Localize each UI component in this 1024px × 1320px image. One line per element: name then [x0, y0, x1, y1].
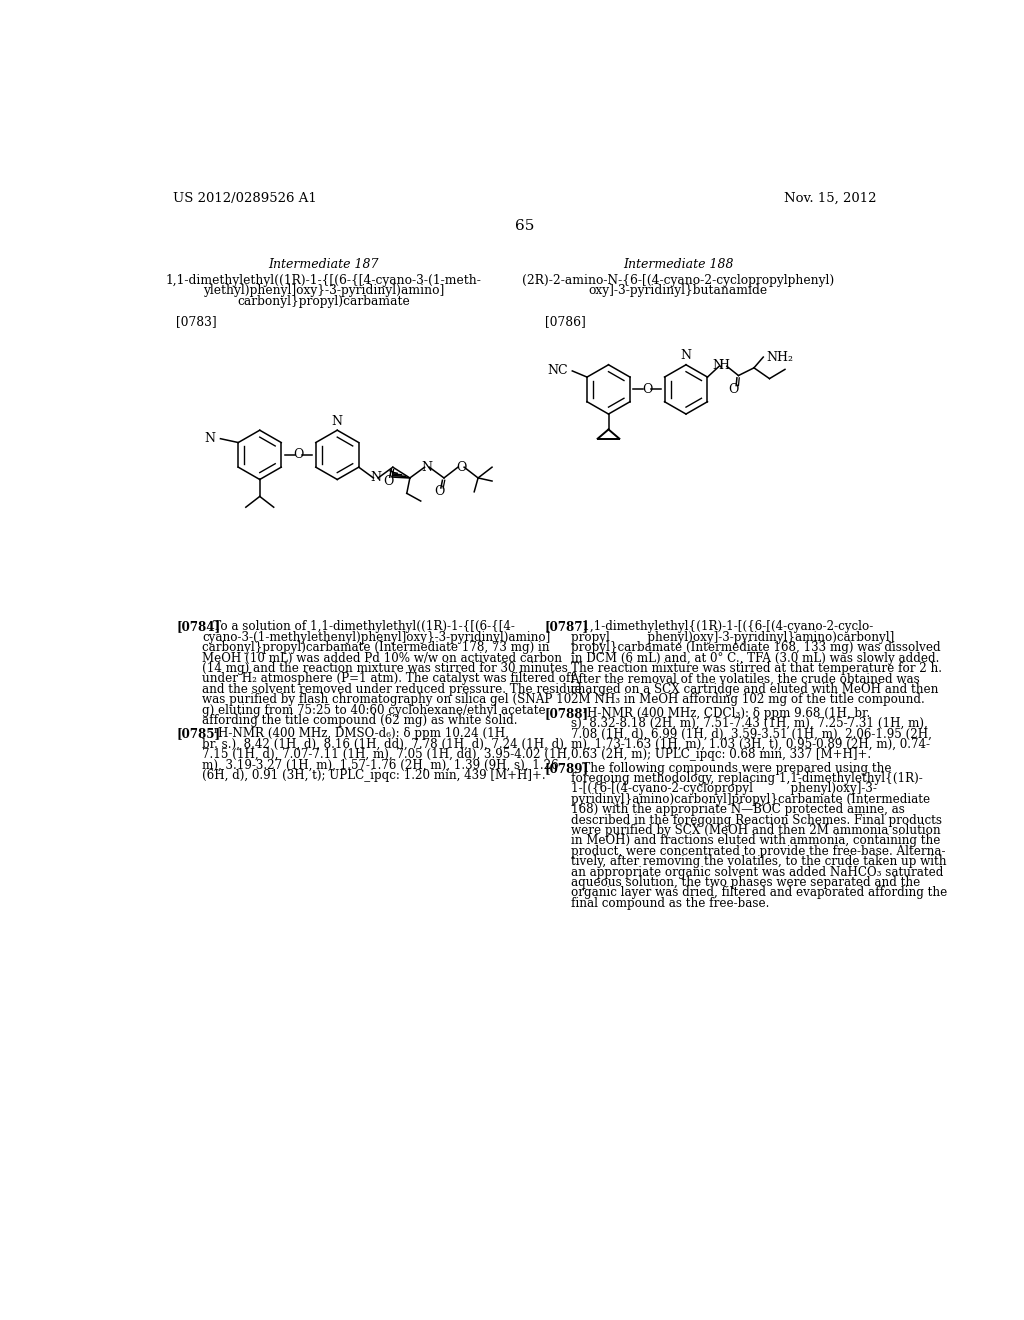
Text: [0784]: [0784] [176, 620, 220, 634]
Text: 65: 65 [515, 219, 535, 234]
Text: [0785]: [0785] [176, 727, 220, 741]
Text: O: O [729, 383, 739, 396]
Text: (2R)-2-amino-N-{6-[(4-cyano-2-cyclopropylphenyl): (2R)-2-amino-N-{6-[(4-cyano-2-cyclopropy… [522, 273, 835, 286]
Text: MeOH (10 mL) was added Pd 10% w/w on activated carbon: MeOH (10 mL) was added Pd 10% w/w on act… [203, 652, 562, 664]
Text: br. s.), 8.42 (1H, d), 8.16 (1H, dd), 7.78 (1H, d), 7.24 (1H, d),: br. s.), 8.42 (1H, d), 8.16 (1H, dd), 7.… [203, 738, 568, 751]
Text: The following compounds were prepared using the: The following compounds were prepared us… [570, 762, 891, 775]
Text: Intermediate 188: Intermediate 188 [623, 259, 733, 271]
Text: s), 8.32-8.18 (2H, m), 7.51-7.43 (1H, m), 7.25-7.31 (1H, m),: s), 8.32-8.18 (2H, m), 7.51-7.43 (1H, m)… [570, 717, 928, 730]
Text: 1-[({6-[(4-cyano-2-cyclopropyl          phenyl)oxy]-3-: 1-[({6-[(4-cyano-2-cyclopropyl phenyl)ox… [570, 783, 877, 796]
Text: 2M NH₃ in MeOH affording 102 mg of the title compound.: 2M NH₃ in MeOH affording 102 mg of the t… [570, 693, 925, 706]
Text: (6H, d), 0.91 (3H, t); UPLC_ipqc: 1.20 min, 439 [M+H]+.: (6H, d), 0.91 (3H, t); UPLC_ipqc: 1.20 m… [203, 770, 546, 781]
Text: under H₂ atmosphere (P=1 atm). The catalyst was filtered off: under H₂ atmosphere (P=1 atm). The catal… [203, 672, 575, 685]
Text: [0783]: [0783] [176, 315, 217, 329]
Text: [0787]: [0787] [544, 620, 589, 634]
Text: H: H [718, 359, 729, 372]
Text: [0788]: [0788] [544, 706, 589, 719]
Text: O: O [642, 383, 652, 396]
Text: N: N [422, 461, 432, 474]
Text: an appropriate organic solvent was added NaHCO₃ saturated: an appropriate organic solvent was added… [570, 866, 943, 879]
Text: final compound as the free-base.: final compound as the free-base. [570, 896, 769, 909]
Text: 7.15 (1H, d), 7.07-7.11 (1H, m), 7.05 (1H, dd), 3.95-4.02 (1H,: 7.15 (1H, d), 7.07-7.11 (1H, m), 7.05 (1… [203, 748, 571, 762]
Text: carbonyl}propyl)carbamate: carbonyl}propyl)carbamate [237, 296, 410, 308]
Text: The reaction mixture was stirred at that temperature for 2 h.: The reaction mixture was stirred at that… [570, 663, 941, 675]
Text: [0786]: [0786] [545, 315, 586, 329]
Text: organic layer was dried, filtered and evaporated affording the: organic layer was dried, filtered and ev… [570, 887, 947, 899]
Text: aqueous solution, the two phases were separated and the: aqueous solution, the two phases were se… [570, 876, 920, 890]
Text: pyridinyl}amino)carbonyl]propyl}carbamate (Intermediate: pyridinyl}amino)carbonyl]propyl}carbamat… [570, 793, 930, 807]
Text: m), 1.73-1.63 (1H, m), 1.03 (3H, t), 0.95-0.89 (2H, m), 0.74-: m), 1.73-1.63 (1H, m), 1.03 (3H, t), 0.9… [570, 738, 930, 751]
Text: N: N [204, 432, 215, 445]
Text: was purified by flash chromatography on silica gel (SNAP 10: was purified by flash chromatography on … [203, 693, 571, 706]
Text: were purified by SCX (MeOH and then 2M ammonia solution: were purified by SCX (MeOH and then 2M a… [570, 824, 940, 837]
Text: tively, after removing the volatiles, to the crude taken up with: tively, after removing the volatiles, to… [570, 855, 946, 869]
Text: carbonyl}propyl)carbamate (Intermediate 178, 73 mg) in: carbonyl}propyl)carbamate (Intermediate … [203, 642, 550, 655]
Text: 168) with the appropriate N—BOC protected amine, as: 168) with the appropriate N—BOC protecte… [570, 804, 904, 816]
Text: [0789]: [0789] [544, 762, 589, 775]
Text: cyano-3-(1-methylethenyl)phenyl]oxy}-3-pyridinyl)amino]: cyano-3-(1-methylethenyl)phenyl]oxy}-3-p… [203, 631, 551, 644]
Text: O: O [456, 461, 466, 474]
Text: US 2012/0289526 A1: US 2012/0289526 A1 [173, 191, 316, 205]
Text: After the removal of the volatiles, the crude obtained was: After the removal of the volatiles, the … [570, 672, 921, 685]
Text: NH₂: NH₂ [766, 351, 794, 363]
Text: in MeOH) and fractions eluted with ammonia, containing the: in MeOH) and fractions eluted with ammon… [570, 834, 940, 847]
Text: Intermediate 187: Intermediate 187 [268, 259, 379, 271]
Text: 0.63 (2H, m); UPLC_ipqc: 0.68 min, 337 [M+H]+.: 0.63 (2H, m); UPLC_ipqc: 0.68 min, 337 [… [570, 748, 870, 762]
Text: N: N [332, 414, 343, 428]
Text: (14 mg) and the reaction mixture was stirred for 30 minutes: (14 mg) and the reaction mixture was sti… [203, 663, 568, 675]
Text: charged on a SCX cartridge and eluted with MeOH and then: charged on a SCX cartridge and eluted wi… [570, 682, 938, 696]
Text: O: O [293, 449, 304, 462]
Text: N: N [681, 350, 691, 363]
Text: m), 3.19-3.27 (1H, m), 1.57-1.76 (2H, m), 1.39 (9H, s), 1.26: m), 3.19-3.27 (1H, m), 1.57-1.76 (2H, m)… [203, 759, 559, 772]
Text: O: O [383, 474, 393, 487]
Text: ¹H-NMR (400 MHz, DMSO-d₆): δ ppm 10.24 (1H,: ¹H-NMR (400 MHz, DMSO-d₆): δ ppm 10.24 (… [203, 727, 509, 741]
Text: affording the title compound (62 mg) as white solid.: affording the title compound (62 mg) as … [203, 714, 518, 727]
Text: described in the foregoing Reaction Schemes. Final products: described in the foregoing Reaction Sche… [570, 813, 941, 826]
Text: 1,1-dimethylethyl{(1R)-1-[({6-[(4-cyano-2-cyclo-: 1,1-dimethylethyl{(1R)-1-[({6-[(4-cyano-… [570, 620, 872, 634]
Text: g) eluting from 75:25 to 40:60 cyclohexane/ethyl acetate: g) eluting from 75:25 to 40:60 cyclohexa… [203, 704, 546, 717]
Text: propyl          phenyl)oxy]-3-pyridinyl}amino)carbonyl]: propyl phenyl)oxy]-3-pyridinyl}amino)car… [570, 631, 894, 644]
Text: 1,1-dimethylethyl((1R)-1-{[(6-{[4-cyano-3-(1-meth-: 1,1-dimethylethyl((1R)-1-{[(6-{[4-cyano-… [165, 273, 481, 286]
Text: in DCM (6 mL) and, at 0° C., TFA (3.0 mL) was slowly added.: in DCM (6 mL) and, at 0° C., TFA (3.0 mL… [570, 652, 939, 664]
Text: O: O [434, 486, 444, 499]
Text: foregoing methodology, replacing 1,1-dimethylethyl{(1R)-: foregoing methodology, replacing 1,1-dim… [570, 772, 923, 785]
Text: To a solution of 1,1-dimethylethyl((1R)-1-{[(6-{[4-: To a solution of 1,1-dimethylethyl((1R)-… [203, 620, 515, 634]
Text: 7.08 (1H, d), 6.99 (1H, d), 3.59-3.51 (1H, m), 2.06-1.95 (2H,: 7.08 (1H, d), 6.99 (1H, d), 3.59-3.51 (1… [570, 727, 932, 741]
Text: oxy]-3-pyridinyl}butanamide: oxy]-3-pyridinyl}butanamide [589, 284, 768, 297]
Text: ¹H-NMR (400 MHz, CDCl₃): δ ppm 9.68 (1H, br.: ¹H-NMR (400 MHz, CDCl₃): δ ppm 9.68 (1H,… [570, 706, 869, 719]
Text: and the solvent removed under reduced pressure. The residue: and the solvent removed under reduced pr… [203, 682, 582, 696]
Text: N: N [371, 471, 381, 484]
Text: ylethyl)phenyl]oxy}-3-pyridinyl)amino]: ylethyl)phenyl]oxy}-3-pyridinyl)amino] [203, 284, 444, 297]
Text: NC: NC [548, 364, 568, 378]
Text: propyl}carbamate (Intermediate 168, 133 mg) was dissolved: propyl}carbamate (Intermediate 168, 133 … [570, 642, 940, 655]
Text: product, were concentrated to provide the free-base. Alterna-: product, were concentrated to provide th… [570, 845, 945, 858]
Text: Nov. 15, 2012: Nov. 15, 2012 [784, 191, 877, 205]
Text: N: N [712, 359, 723, 372]
